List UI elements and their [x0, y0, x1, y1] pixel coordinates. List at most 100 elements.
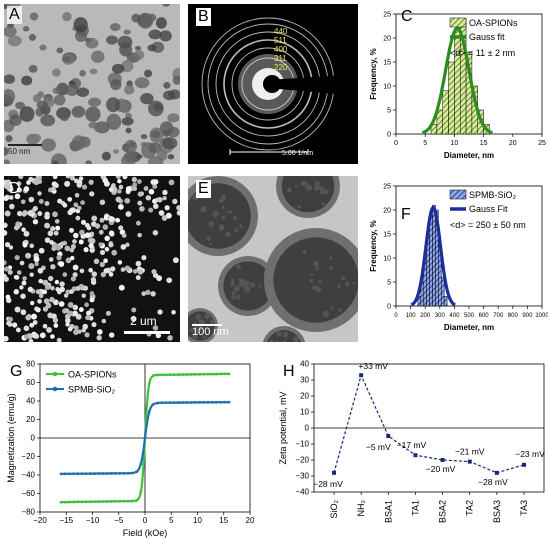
microsphere — [55, 244, 62, 251]
core-grain — [319, 189, 325, 195]
microsphere — [21, 227, 26, 232]
y-tick-label: 20 — [383, 36, 391, 43]
saed-image-b: 440 511 400 311 220 5.00 1/nm — [188, 4, 358, 164]
data-point — [177, 373, 181, 376]
microsphere — [44, 222, 51, 229]
data-point — [97, 500, 101, 503]
microsphere — [77, 329, 82, 334]
x-tick-label: 200 — [420, 313, 431, 319]
microsphere — [23, 186, 30, 192]
core-grain — [195, 314, 201, 320]
core-grain — [242, 279, 248, 285]
histogram-bar — [432, 204, 436, 307]
x-tick-label: 25 — [538, 140, 546, 147]
data-point — [80, 500, 84, 504]
nanoparticle — [106, 97, 121, 113]
microsphere — [64, 245, 71, 252]
nanoparticle — [112, 149, 120, 154]
microsphere — [7, 269, 13, 275]
microsphere — [19, 285, 24, 290]
nanoparticle — [125, 127, 132, 134]
y-tick-label: 10 — [300, 408, 309, 417]
x-tick-label: 5 — [169, 516, 174, 525]
microsphere — [135, 260, 142, 267]
microsphere — [4, 260, 7, 266]
data-point — [59, 472, 63, 476]
microsphere — [47, 312, 54, 319]
nanoparticle — [123, 29, 131, 35]
core-grain — [231, 295, 236, 300]
y-tick-label: 0 — [305, 424, 310, 433]
core-grain — [235, 294, 241, 300]
nanoparticle — [94, 124, 103, 133]
microsphere — [136, 220, 141, 226]
core-grain — [225, 231, 231, 237]
microsphere — [171, 309, 176, 315]
scalebar-a-label: 50 nm — [8, 147, 31, 156]
nanoparticle — [124, 139, 138, 153]
nanoparticle — [110, 121, 117, 129]
legend-label: SPMB-SiO₂ — [68, 385, 116, 395]
core-grain — [200, 206, 207, 213]
core-grain — [338, 308, 343, 312]
nanoparticle — [40, 114, 56, 127]
microsphere — [103, 268, 109, 274]
microsphere — [73, 232, 79, 239]
microsphere — [42, 323, 48, 329]
core-grain — [313, 261, 319, 267]
microsphere — [4, 266, 10, 272]
microsphere — [21, 211, 27, 217]
core-grain — [329, 266, 333, 271]
microsphere — [33, 179, 40, 186]
nanoparticle — [31, 133, 42, 143]
gauss-fit-line — [410, 205, 456, 307]
microsphere — [37, 298, 42, 304]
legend-label-hist: SPMB-SiO₂ — [469, 190, 517, 200]
core-grain — [236, 264, 242, 270]
y-tick-label: 30 — [300, 376, 309, 385]
nanoparticle — [71, 105, 86, 118]
nanoparticle — [35, 107, 44, 117]
data-point — [152, 374, 155, 378]
microsphere — [16, 187, 22, 193]
microsphere — [112, 187, 118, 192]
microsphere — [81, 293, 86, 298]
microsphere — [55, 287, 60, 292]
x-category-label: NH₂ — [356, 500, 366, 517]
microsphere — [33, 256, 40, 263]
microsphere — [80, 219, 87, 225]
microsphere — [29, 300, 35, 306]
x-tick-label: 0 — [394, 140, 398, 147]
microsphere — [125, 242, 130, 247]
microsphere — [99, 261, 105, 268]
microsphere — [108, 216, 115, 223]
data-point — [206, 372, 210, 376]
microsphere — [111, 249, 118, 256]
y-axis-label: Zeta potential, mV — [278, 391, 288, 464]
y-tick-label: −60 — [21, 489, 35, 498]
nanoparticle — [89, 68, 98, 75]
microsphere — [80, 233, 86, 239]
microsphere — [78, 307, 84, 313]
microsphere — [73, 329, 79, 335]
legend-marker — [52, 386, 58, 392]
microsphere — [43, 298, 50, 305]
nanoparticle — [106, 35, 118, 45]
microsphere — [72, 264, 79, 271]
microsphere — [55, 225, 61, 231]
nanoparticle — [9, 114, 22, 126]
y-tick-label: 10 — [383, 84, 391, 91]
microsphere — [65, 176, 71, 179]
y-axis-label: Magnetization (emu/g) — [6, 393, 16, 483]
microsphere — [90, 277, 97, 283]
microsphere — [172, 257, 179, 264]
core-grain — [344, 281, 350, 287]
data-point — [210, 372, 214, 376]
x-tick-label: 0 — [394, 313, 398, 319]
data-point — [68, 500, 71, 504]
nanoparticle — [73, 17, 88, 33]
microsphere — [162, 189, 168, 196]
microsphere — [67, 326, 73, 332]
data-point — [59, 500, 63, 504]
data-point — [76, 500, 80, 504]
